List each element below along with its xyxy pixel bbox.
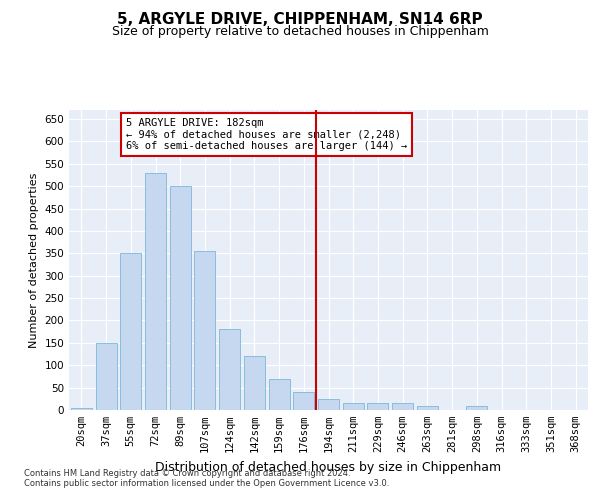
Text: Contains public sector information licensed under the Open Government Licence v3: Contains public sector information licen… [24,478,389,488]
Bar [170,186,191,410]
Bar [343,404,364,410]
Bar [392,404,413,410]
Bar [120,254,141,410]
Bar [269,378,290,410]
Bar [71,408,92,410]
Bar [95,343,116,410]
Bar [417,406,438,410]
Text: Size of property relative to detached houses in Chippenham: Size of property relative to detached ho… [112,25,488,38]
Y-axis label: Number of detached properties: Number of detached properties [29,172,39,348]
Bar [145,172,166,410]
Bar [367,404,388,410]
Bar [293,392,314,410]
Bar [194,251,215,410]
X-axis label: Distribution of detached houses by size in Chippenham: Distribution of detached houses by size … [155,460,502,473]
Text: 5 ARGYLE DRIVE: 182sqm
← 94% of detached houses are smaller (2,248)
6% of semi-d: 5 ARGYLE DRIVE: 182sqm ← 94% of detached… [126,118,407,151]
Text: Contains HM Land Registry data © Crown copyright and database right 2024.: Contains HM Land Registry data © Crown c… [24,468,350,477]
Bar [219,330,240,410]
Bar [244,356,265,410]
Text: 5, ARGYLE DRIVE, CHIPPENHAM, SN14 6RP: 5, ARGYLE DRIVE, CHIPPENHAM, SN14 6RP [117,12,483,28]
Bar [466,406,487,410]
Bar [318,399,339,410]
